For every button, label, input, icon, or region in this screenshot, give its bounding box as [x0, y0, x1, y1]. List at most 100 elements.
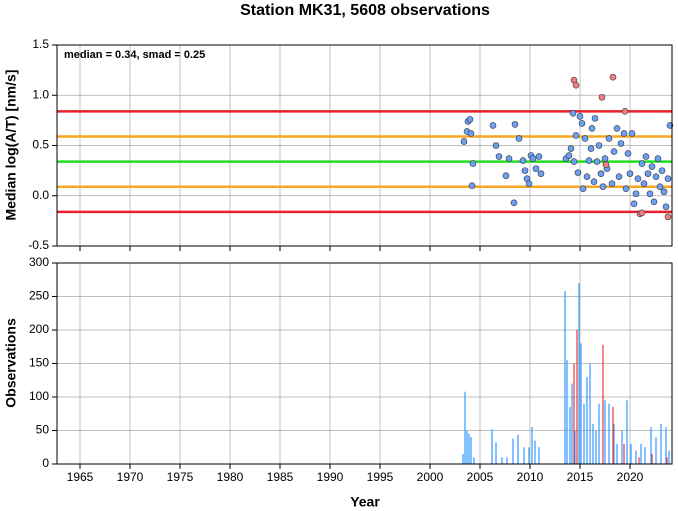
point: [565, 152, 573, 159]
x-axis-label: Year: [350, 494, 380, 510]
point: [648, 163, 656, 170]
point: [621, 108, 629, 115]
point: [521, 167, 529, 174]
point: [583, 173, 591, 180]
point: [529, 155, 537, 162]
point: [605, 135, 613, 142]
point: [638, 160, 646, 167]
point: [466, 116, 474, 123]
y-tick-label: 1.5: [32, 37, 49, 51]
point: [511, 121, 519, 128]
point: [467, 130, 475, 137]
point: [588, 125, 596, 132]
point: [593, 158, 601, 165]
x-tick-label: 1970: [117, 470, 144, 484]
plot-frame: [56, 262, 673, 465]
point: [656, 183, 664, 191]
point: [642, 153, 650, 160]
point: [646, 190, 654, 198]
y-tick-label: 300: [29, 255, 49, 269]
x-tick-label: 1965: [67, 470, 94, 484]
point: [578, 120, 586, 127]
point: [650, 198, 658, 206]
point: [535, 153, 543, 160]
y-tick-label: -0.5: [28, 238, 49, 252]
y-axis-label: Median log(A/T) [nm/s]: [3, 70, 19, 221]
point: [519, 157, 527, 164]
point: [515, 135, 523, 142]
point: [658, 167, 666, 174]
y-tick-label: 250: [29, 289, 49, 303]
y-tick-label: 0.0: [32, 188, 49, 202]
y-tick-label: 0.5: [32, 138, 49, 152]
point: [630, 200, 638, 208]
point: [599, 183, 607, 191]
y-tick-label: 1.0: [32, 87, 49, 101]
x-tick-label: 1985: [267, 470, 294, 484]
point: [654, 155, 662, 162]
point: [591, 115, 599, 122]
y-tick-label: 100: [29, 389, 49, 403]
point: [590, 178, 598, 185]
point: [595, 142, 603, 149]
point: [601, 155, 609, 162]
chart-title: Station MK31, 5608 observations: [240, 2, 490, 19]
point: [617, 140, 625, 147]
point: [502, 172, 510, 179]
x-tick-label: 2000: [417, 470, 444, 484]
point: [572, 81, 580, 89]
point: [660, 188, 668, 196]
x-tick-label: 2020: [617, 470, 644, 484]
point: [624, 150, 632, 157]
point: [468, 182, 476, 189]
y-tick-label: 200: [29, 322, 49, 336]
y-tick-label: 0: [42, 456, 49, 470]
y-axis-label: Observations: [3, 318, 19, 408]
point: [537, 170, 545, 177]
point: [664, 175, 672, 182]
point: [644, 170, 652, 177]
x-tick-label: 1990: [317, 470, 344, 484]
point: [602, 161, 610, 168]
point: [662, 203, 670, 211]
y-tick-label: 150: [29, 356, 49, 370]
point: [576, 113, 584, 120]
point: [620, 130, 628, 137]
point: [532, 165, 540, 172]
x-tick-label: 1995: [367, 470, 394, 484]
plot-frame: [56, 44, 673, 247]
point: [469, 160, 477, 167]
point: [626, 170, 634, 177]
x-tick-label: 1980: [217, 470, 244, 484]
point: [495, 153, 503, 160]
point: [505, 155, 513, 162]
point: [579, 185, 587, 193]
point: [622, 185, 630, 193]
point: [608, 180, 616, 187]
point: [628, 130, 636, 137]
point: [570, 158, 578, 165]
point: [613, 125, 621, 132]
point: [609, 73, 617, 81]
point: [572, 132, 580, 139]
annotation: median = 0.34, smad = 0.25: [64, 49, 205, 61]
point: [632, 190, 640, 198]
point: [598, 93, 606, 101]
point: [489, 122, 497, 129]
point: [460, 138, 468, 145]
point: [525, 180, 533, 187]
x-tick-label: 2015: [567, 470, 594, 484]
point: [569, 110, 577, 117]
point: [610, 148, 618, 155]
x-tick-label: 2005: [467, 470, 494, 484]
point: [574, 169, 582, 176]
point: [510, 199, 518, 207]
point: [581, 135, 589, 142]
point: [615, 173, 623, 180]
point: [652, 173, 660, 180]
point: [587, 145, 595, 152]
point: [585, 157, 593, 164]
y-tick-label: 50: [36, 423, 50, 437]
